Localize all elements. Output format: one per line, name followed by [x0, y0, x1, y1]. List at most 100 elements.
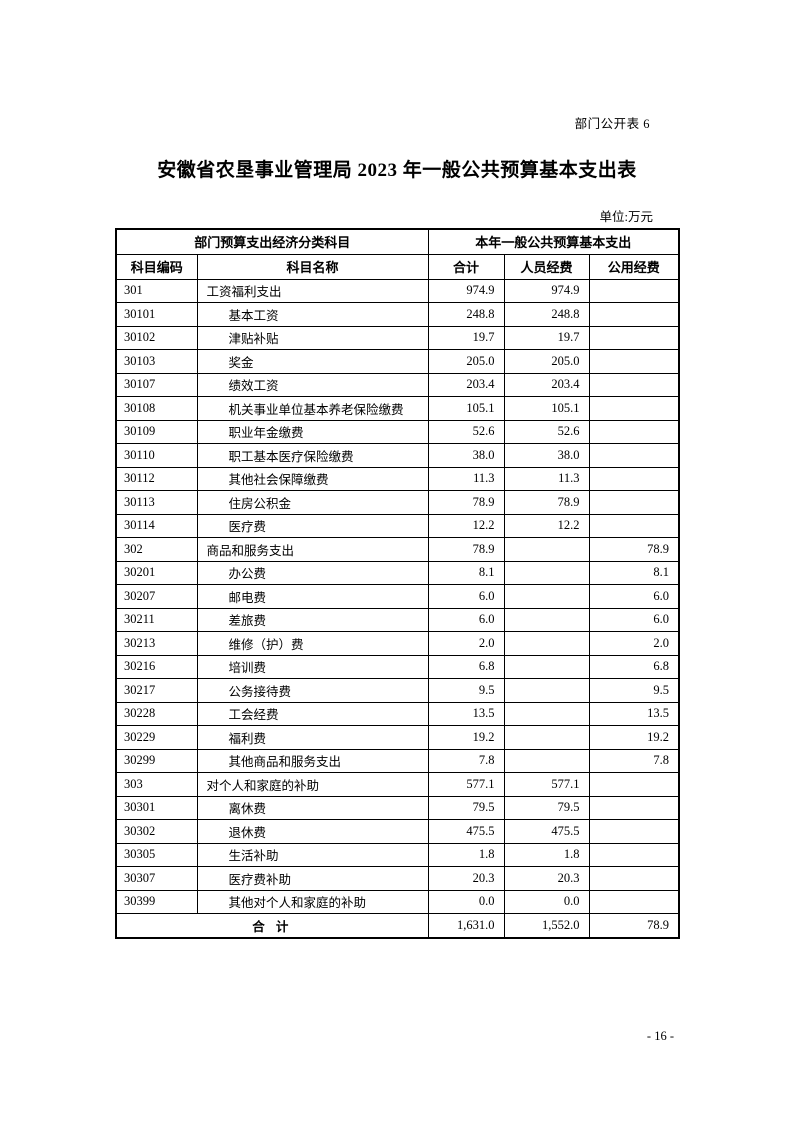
table-row: 30102 津贴补贴 19.7 19.7 [115, 325, 680, 350]
cell-personnel: 974.9 [503, 278, 590, 303]
table-row: 30113 住房公积金 78.9 78.9 [115, 490, 680, 515]
cell-personnel [503, 701, 590, 726]
total-row: 合 计 1,631.0 1,552.0 78.9 [115, 913, 680, 938]
col-header-name: 科目名称 [196, 253, 429, 280]
table-row: 302 商品和服务支出 78.9 78.9 [115, 537, 680, 562]
cell-code: 30114 [115, 513, 198, 538]
total-row-public: 78.9 [588, 913, 680, 938]
cell-code: 30101 [115, 302, 198, 327]
col-header-public: 公用经费 [588, 253, 680, 280]
cell-total: 8.1 [427, 560, 505, 585]
cell-total: 475.5 [427, 819, 505, 844]
table-row: 30213 维修（护）费 2.0 2.0 [115, 631, 680, 656]
cell-code: 30207 [115, 584, 198, 609]
cell-personnel [503, 725, 590, 750]
cell-name: 培训费 [196, 654, 429, 679]
table-row: 30216 培训费 6.8 6.8 [115, 654, 680, 679]
unit-note: 单位:万元 [599, 210, 653, 224]
header-group-left: 部门预算支出经济分类科目 [115, 228, 429, 255]
cell-public [588, 819, 680, 844]
cell-total: 2.0 [427, 631, 505, 656]
cell-public: 6.8 [588, 654, 680, 679]
cell-name: 奖金 [196, 349, 429, 374]
cell-name: 医疗费补助 [196, 866, 429, 891]
cell-personnel: 0.0 [503, 889, 590, 914]
cell-name: 公务接待费 [196, 678, 429, 703]
cell-code: 30299 [115, 748, 198, 773]
cell-personnel: 79.5 [503, 795, 590, 820]
cell-personnel [503, 560, 590, 585]
cell-public [588, 889, 680, 914]
cell-personnel: 52.6 [503, 419, 590, 444]
cell-public: 13.5 [588, 701, 680, 726]
cell-personnel: 105.1 [503, 396, 590, 421]
cell-code: 30112 [115, 466, 198, 491]
table-row: 30110 职工基本医疗保险缴费 38.0 38.0 [115, 443, 680, 468]
cell-total: 6.0 [427, 607, 505, 632]
table-row: 30228 工会经费 13.5 13.5 [115, 701, 680, 726]
cell-name: 退休费 [196, 819, 429, 844]
cell-name: 工资福利支出 [196, 278, 429, 303]
table-row: 30103 奖金 205.0 205.0 [115, 349, 680, 374]
cell-personnel [503, 631, 590, 656]
cell-public [588, 795, 680, 820]
table-row: 30107 绩效工资 203.4 203.4 [115, 372, 680, 397]
cell-personnel: 1.8 [503, 842, 590, 867]
cell-code: 30399 [115, 889, 198, 914]
cell-total: 7.8 [427, 748, 505, 773]
cell-total: 38.0 [427, 443, 505, 468]
cell-name: 职业年金缴费 [196, 419, 429, 444]
cell-code: 30109 [115, 419, 198, 444]
cell-personnel [503, 678, 590, 703]
cell-total: 577.1 [427, 772, 505, 797]
cell-public [588, 325, 680, 350]
cell-public [588, 419, 680, 444]
cell-public: 7.8 [588, 748, 680, 773]
cell-name: 维修（护）费 [196, 631, 429, 656]
budget-table-body: 301 工资福利支出 974.9 974.9 30101 基本工资 248.8 248.8 30… [115, 278, 680, 914]
table-row: 30307 医疗费补助 20.3 20.3 [115, 866, 680, 891]
cell-code: 30113 [115, 490, 198, 515]
cell-public: 6.0 [588, 607, 680, 632]
cell-code: 30103 [115, 349, 198, 374]
cell-name: 商品和服务支出 [196, 537, 429, 562]
cell-total: 11.3 [427, 466, 505, 491]
cell-total: 78.9 [427, 490, 505, 515]
cell-personnel: 475.5 [503, 819, 590, 844]
cell-personnel [503, 584, 590, 609]
table-header: 部门预算支出经济分类科目 本年一般公共预算基本支出 科目编码 科目名称 合计 人… [115, 228, 680, 280]
table-row: 30229 福利费 19.2 19.2 [115, 725, 680, 750]
cell-personnel: 20.3 [503, 866, 590, 891]
cell-total: 6.0 [427, 584, 505, 609]
cell-name: 其他商品和服务支出 [196, 748, 429, 773]
cell-public: 2.0 [588, 631, 680, 656]
cell-public [588, 490, 680, 515]
cell-public [588, 466, 680, 491]
table-row: 30211 差旅费 6.0 6.0 [115, 607, 680, 632]
cell-total: 20.3 [427, 866, 505, 891]
cell-public: 8.1 [588, 560, 680, 585]
cell-personnel [503, 654, 590, 679]
table-row: 30217 公务接待费 9.5 9.5 [115, 678, 680, 703]
table-row: 30108 机关事业单位基本养老保险缴费 105.1 105.1 [115, 396, 680, 421]
cell-name: 绩效工资 [196, 372, 429, 397]
cell-public [588, 396, 680, 421]
cell-code: 30301 [115, 795, 198, 820]
table-row: 30112 其他社会保障缴费 11.3 11.3 [115, 466, 680, 491]
cell-code: 301 [115, 278, 198, 303]
table-row: 301 工资福利支出 974.9 974.9 [115, 278, 680, 303]
cell-public: 9.5 [588, 678, 680, 703]
cell-personnel [503, 607, 590, 632]
cell-total: 9.5 [427, 678, 505, 703]
cell-public [588, 302, 680, 327]
cell-name: 机关事业单位基本养老保险缴费 [196, 396, 429, 421]
cell-total: 105.1 [427, 396, 505, 421]
table-row: 30399 其他对个人和家庭的补助 0.0 0.0 [115, 889, 680, 914]
cell-total: 248.8 [427, 302, 505, 327]
cell-code: 30229 [115, 725, 198, 750]
cell-code: 30216 [115, 654, 198, 679]
total-row-total: 1,631.0 [427, 913, 505, 938]
table-row: 30207 邮电费 6.0 6.0 [115, 584, 680, 609]
cell-personnel: 38.0 [503, 443, 590, 468]
cell-total: 79.5 [427, 795, 505, 820]
